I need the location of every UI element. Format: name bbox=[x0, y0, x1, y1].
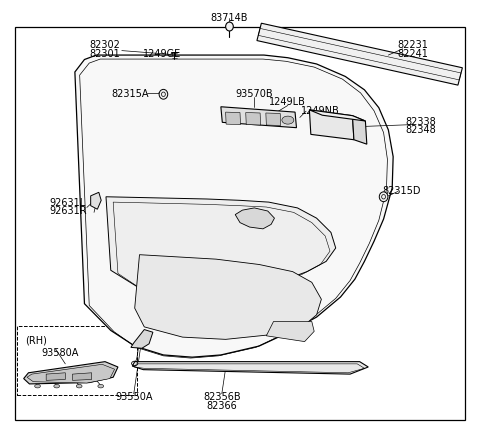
Polygon shape bbox=[266, 113, 281, 126]
Text: 92631R: 92631R bbox=[49, 207, 86, 216]
Polygon shape bbox=[352, 116, 367, 144]
Text: 93550A: 93550A bbox=[115, 392, 153, 402]
Polygon shape bbox=[131, 329, 153, 348]
Ellipse shape bbox=[98, 384, 104, 388]
Text: 93580A: 93580A bbox=[41, 348, 79, 358]
Polygon shape bbox=[310, 110, 354, 140]
Text: 82315D: 82315D bbox=[383, 186, 421, 196]
Polygon shape bbox=[72, 373, 92, 380]
Polygon shape bbox=[266, 321, 314, 342]
Text: 1249GE: 1249GE bbox=[144, 49, 181, 59]
Text: 82241: 82241 bbox=[398, 49, 429, 59]
Polygon shape bbox=[91, 192, 101, 209]
Ellipse shape bbox=[379, 192, 388, 202]
Text: 82301: 82301 bbox=[90, 49, 120, 59]
Ellipse shape bbox=[35, 384, 40, 388]
Polygon shape bbox=[235, 208, 275, 229]
Ellipse shape bbox=[76, 384, 82, 388]
Text: 92631L: 92631L bbox=[49, 198, 86, 208]
Text: 1249NB: 1249NB bbox=[301, 106, 340, 116]
Text: 82366: 82366 bbox=[206, 401, 237, 411]
Polygon shape bbox=[132, 362, 368, 374]
Polygon shape bbox=[27, 364, 115, 383]
Text: 1249LB: 1249LB bbox=[269, 97, 306, 107]
Polygon shape bbox=[75, 55, 393, 357]
Text: 82348: 82348 bbox=[406, 125, 436, 135]
Polygon shape bbox=[226, 112, 240, 125]
Ellipse shape bbox=[226, 22, 233, 31]
Polygon shape bbox=[221, 107, 297, 128]
Ellipse shape bbox=[54, 384, 60, 388]
Ellipse shape bbox=[282, 116, 294, 124]
Polygon shape bbox=[310, 110, 365, 121]
Text: 82315A: 82315A bbox=[111, 89, 149, 99]
Text: (RH): (RH) bbox=[24, 335, 47, 345]
Text: 82356B: 82356B bbox=[203, 392, 240, 402]
Polygon shape bbox=[246, 113, 261, 125]
Polygon shape bbox=[135, 255, 322, 339]
Text: 83714B: 83714B bbox=[211, 13, 248, 23]
Polygon shape bbox=[106, 197, 336, 295]
Polygon shape bbox=[24, 362, 118, 384]
Text: 93570B: 93570B bbox=[236, 89, 273, 99]
Polygon shape bbox=[46, 373, 65, 380]
Polygon shape bbox=[257, 23, 462, 85]
Text: 82338: 82338 bbox=[406, 117, 436, 127]
Text: 82231: 82231 bbox=[398, 40, 429, 50]
Ellipse shape bbox=[159, 89, 168, 99]
Text: 82302: 82302 bbox=[90, 40, 120, 50]
